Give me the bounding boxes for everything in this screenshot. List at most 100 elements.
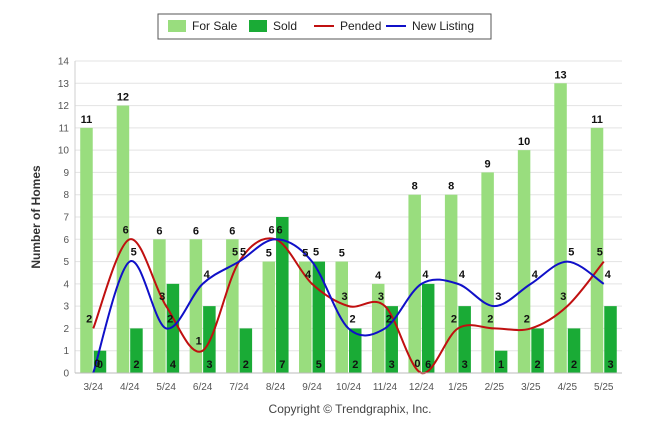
line-value-label: 0 <box>414 358 420 370</box>
line-value-label: 3 <box>159 291 165 303</box>
line-pended <box>92 237 605 375</box>
lines <box>92 237 605 375</box>
bar-value-label: 5 <box>266 248 272 260</box>
x-tick-label: 7/24 <box>229 382 249 393</box>
line-value-label: 5 <box>597 247 603 259</box>
legend-label-sold: Sold <box>273 19 297 33</box>
y-tick-label: 8 <box>63 190 69 201</box>
legend-swatch-sold <box>249 20 267 32</box>
line-value-label: 2 <box>487 313 493 325</box>
x-tick-label: 6/24 <box>193 382 213 393</box>
bar-sold <box>421 283 435 373</box>
line-value-label: 2 <box>86 313 92 325</box>
y-tick-label: 3 <box>63 302 69 313</box>
bar-for-sale <box>481 172 494 373</box>
y-axis-label: Number of Homes <box>29 165 43 269</box>
bar-sold <box>567 328 581 373</box>
bar-value-label: 3 <box>462 359 468 371</box>
bar-value-label: 6 <box>193 225 199 237</box>
x-tick-label: 3/24 <box>83 382 103 393</box>
line-value-label: 1 <box>196 336 202 348</box>
bar-for-sale <box>80 127 93 373</box>
bar-for-sale <box>408 194 421 373</box>
bar-sold <box>531 328 544 373</box>
bar-for-sale <box>517 150 531 373</box>
legend-swatch-for-sale <box>168 20 186 32</box>
bar-value-label: 12 <box>117 92 129 104</box>
line-value-label: 4 <box>422 269 429 281</box>
bar-sold <box>349 328 362 373</box>
line-value-label: 2 <box>386 313 392 325</box>
bar-for-sale <box>554 83 567 374</box>
bar-sold <box>604 306 617 373</box>
x-tick-label: 8/24 <box>266 382 286 393</box>
bar-value-label: 6 <box>425 359 431 371</box>
y-tick-label: 14 <box>58 57 70 68</box>
bar-for-sale <box>262 261 276 373</box>
line-value-label: 4 <box>532 269 539 281</box>
bar-value-label: 5 <box>302 248 308 260</box>
bar-value-label: 2 <box>352 359 358 371</box>
bar-value-label: 3 <box>389 359 395 371</box>
line-value-label: 4 <box>204 269 211 281</box>
line-value-label: 3 <box>495 291 501 303</box>
x-tick-label: 4/25 <box>558 382 578 393</box>
bar-sold <box>166 283 180 373</box>
bar-for-sale <box>371 283 385 373</box>
line-value-label: 6 <box>269 224 275 236</box>
x-tick-label: 11/24 <box>373 382 398 393</box>
bar-for-sale <box>444 194 458 373</box>
y-tick-label: 2 <box>63 324 69 335</box>
bars <box>80 83 617 374</box>
line-value-label: 6 <box>277 224 283 236</box>
x-tick-label: 12/24 <box>409 382 434 393</box>
bar-for-sale <box>590 127 604 373</box>
x-tick-label: 5/25 <box>594 382 614 393</box>
bar-value-label: 6 <box>229 225 235 237</box>
bar-value-label: 13 <box>554 69 566 81</box>
copyright-text: Copyright © Trendgraphix, Inc. <box>269 402 432 416</box>
bar-sold <box>458 306 471 373</box>
x-tick-label: 2/25 <box>485 382 505 393</box>
line-value-label: 5 <box>240 247 246 259</box>
y-tick-label: 5 <box>63 257 69 268</box>
bar-for-sale <box>189 239 203 373</box>
bar-sold <box>239 328 253 373</box>
y-tick-label: 11 <box>59 123 70 134</box>
bar-for-sale <box>299 261 312 373</box>
line-value-label: 4 <box>605 269 612 281</box>
y-tick-label: 13 <box>58 79 70 90</box>
x-tick-label: 1/25 <box>448 382 468 393</box>
bar-for-sale <box>116 105 130 374</box>
y-tick-label: 7 <box>63 213 69 224</box>
line-value-label: 5 <box>232 247 238 259</box>
legend-label-pended: Pended <box>340 19 381 33</box>
legend: For Sale Sold Pended New Listing <box>157 13 492 40</box>
bar-value-label: 4 <box>170 359 177 371</box>
line-value-label: 4 <box>459 269 466 281</box>
y-tick-label: 10 <box>58 146 70 157</box>
legend-label-for-sale: For Sale <box>192 19 238 33</box>
x-tick-label: 9/24 <box>302 382 322 393</box>
bar-value-label: 11 <box>591 114 603 126</box>
bar-sold <box>276 217 289 373</box>
line-new-listing <box>92 238 605 374</box>
line-value-label: 5 <box>131 247 137 259</box>
line-value-label: 5 <box>568 247 574 259</box>
y-tick-label: 0 <box>63 369 69 380</box>
bar-value-label: 5 <box>316 359 322 371</box>
line-value-label: 2 <box>524 313 530 325</box>
line-value-label: 0 <box>94 358 100 370</box>
bar-value-label: 3 <box>206 359 212 371</box>
bar-value-label: 9 <box>485 158 491 170</box>
bar-value-label: 2 <box>535 359 541 371</box>
line-value-label: 4 <box>305 269 312 281</box>
bar-value-label: 5 <box>339 248 345 260</box>
line-value-label: 2 <box>451 313 457 325</box>
bar-value-label: 1 <box>498 359 504 371</box>
bar-for-sale <box>226 239 239 373</box>
bar-for-sale <box>153 239 166 373</box>
